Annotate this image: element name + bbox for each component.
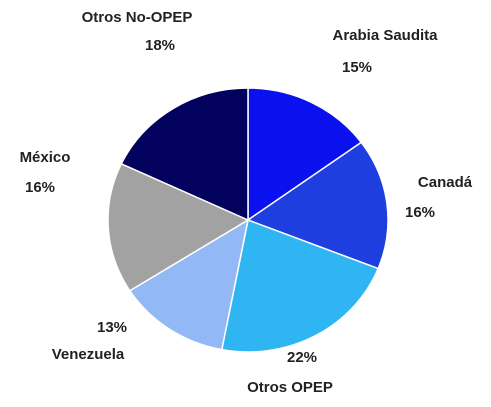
pie-slice (246, 141, 389, 270)
pie-slice (220, 218, 380, 353)
pie-slice (247, 87, 363, 222)
slice-label: Otros No-OPEP (82, 9, 193, 26)
value-label: 13% (97, 319, 127, 336)
slice-label: Canadá (418, 174, 473, 191)
slice-label: Arabia Saudita (332, 27, 438, 44)
value-label: 16% (405, 204, 435, 221)
value-label: 18% (145, 37, 175, 54)
value-label: 22% (287, 349, 317, 366)
value-label: 15% (342, 59, 372, 76)
pie-slice (120, 87, 249, 222)
slice-label: México (20, 149, 71, 166)
pie-slice (128, 218, 250, 351)
pie-slice (107, 162, 250, 292)
slice-label: Otros OPEP (247, 379, 333, 396)
value-label: 16% (25, 179, 55, 196)
slice-label: Venezuela (52, 346, 125, 363)
